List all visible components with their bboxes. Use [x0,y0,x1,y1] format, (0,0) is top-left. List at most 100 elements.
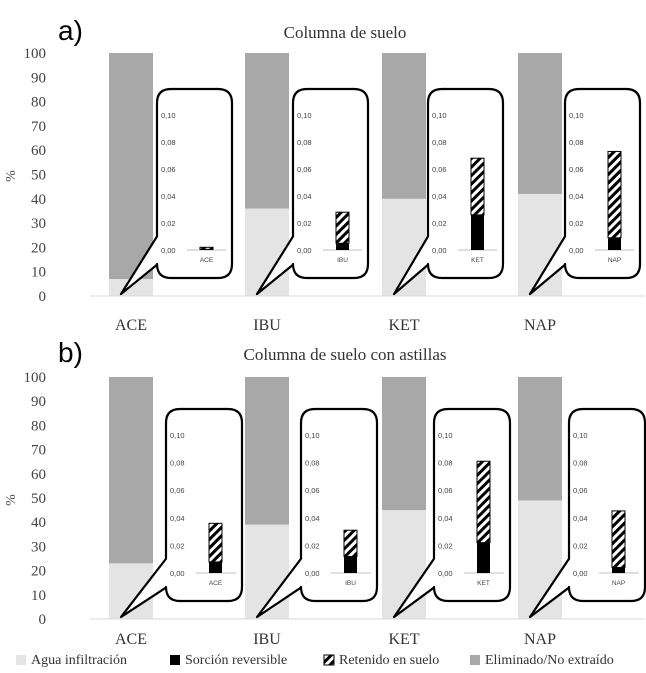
x-tick-label: ACE [115,631,147,648]
legend-swatch [323,654,335,666]
inset-ibu: 0,00 0,02 0,04 0,06 0,08 0,10 IBU [255,407,379,619]
inset-y-tick-label: 0,10 [573,431,588,440]
inset-y-tick-label: 0,10 [170,431,185,440]
inset-y-tick-label: 0,10 [569,111,584,120]
x-tick-label: ACE [115,317,147,334]
inset-y-tick-label: 0,02 [569,219,584,228]
legend-swatch [16,655,26,665]
y-tick-label: 100 [24,46,47,62]
inset-y-tick-label: 0,08 [569,138,584,147]
chart-panel-a: a) Columna de suelo% 0 10 20 30 40 50 60 70 80 90 10… [4,15,645,334]
y-tick-label: 10 [31,588,46,604]
inset-y-tick-label: 0,10 [297,111,312,120]
inset-bar-retenido [335,211,350,244]
inset-category-label: ACE [200,257,214,264]
inset-y-tick-label: 0,10 [161,111,176,120]
inset-bar-sorcion [612,567,625,573]
inset-category-label: NAP [612,580,625,587]
inset-y-tick-label: 0,04 [305,514,320,523]
legend-label: Eliminado/No extraído [485,653,614,668]
inset-y-tick-label: 0,08 [170,459,185,468]
inset-y-tick-label: 0,00 [305,569,320,578]
inset-category-label: IBU [337,257,348,264]
bar-eliminado-nap [518,377,562,501]
legend-swatch [470,655,480,665]
inset-y-tick-label: 0,10 [305,431,320,440]
legend-label: Sorción reversible [185,653,287,668]
inset-y-tick-label: 0,04 [432,192,447,201]
inset-y-tick-label: 0,10 [438,431,453,440]
inset-bar-sorcion [344,556,357,573]
inset-bar-sorcion [209,561,222,573]
y-tick-label: 20 [31,564,46,580]
x-tick-label: NAP [524,317,556,334]
inset-y-tick-label: 0,02 [161,219,176,228]
inset-bar-sorcion [608,237,621,250]
y-tick-label: 80 [31,418,46,434]
y-tick-label: 50 [31,168,46,184]
inset-y-tick-label: 0,02 [297,219,312,228]
y-tick-label: 80 [31,95,46,111]
bar-eliminado-nap [518,53,562,194]
chart-panel-b: b) Columna de suelo con astillas% 0 10 20 30 4… [4,337,646,648]
y-tick-label: 90 [31,394,46,410]
y-tick-label: 60 [31,143,46,159]
legend: Agua infiltración Sorción reversible Reten… [16,653,614,668]
inset-bar-sorcion [471,214,484,250]
x-tick-label: IBU [253,317,281,334]
inset-y-tick-label: 0,00 [438,569,453,578]
x-tick-label: NAP [524,631,556,648]
inset-y-tick-label: 0,06 [161,165,176,174]
bar-eliminado-ibu [245,53,289,209]
inset-y-tick-label: 0,08 [438,459,453,468]
bar-eliminado-ibu [245,377,289,525]
y-tick-label: 20 [31,240,46,256]
chart-title: Columna de suelo [284,23,407,42]
bar-eliminado-ket [382,53,426,199]
inset-y-tick-label: 0,04 [170,514,185,523]
bar-agua-ace [109,278,153,296]
inset-y-tick-label: 0,04 [573,514,588,523]
legend-swatch [170,655,180,665]
inset-bar-retenido [199,246,214,250]
x-tick-label: KET [388,631,419,648]
inset-y-tick-label: 0,06 [297,165,312,174]
inset-y-tick-label: 0,08 [161,138,176,147]
inset-y-tick-label: 0,04 [161,192,176,201]
inset-y-tick-label: 0,02 [305,541,320,550]
inset-callout [119,87,234,296]
y-tick-label: 40 [31,515,46,531]
inset-ace: 0,00 0,02 0,04 0,06 0,08 0,10 ACE [119,87,234,296]
inset-y-tick-label: 0,08 [573,459,588,468]
inset-y-tick-label: 0,00 [170,569,185,578]
y-tick-label: 0 [39,289,47,305]
inset-y-tick-label: 0,04 [569,192,584,201]
y-tick-label: 40 [31,192,46,208]
legend-item: Agua infiltración [16,653,127,668]
inset-y-tick-label: 0,08 [432,138,447,147]
legend-label: Retenido en suelo [339,653,439,668]
inset-y-tick-label: 0,00 [432,246,447,255]
inset-ket: 0,00 0,02 0,04 0,06 0,08 0,10 KET [392,407,512,619]
inset-y-tick-label: 0,00 [161,246,176,255]
inset-bar-sorcion [336,243,349,250]
inset-y-tick-label: 0,00 [573,569,588,578]
inset-y-tick-label: 0,08 [297,138,312,147]
x-tick-label: IBU [253,631,281,648]
chart-title: Columna de suelo con astillas [243,345,446,364]
y-tick-label: 0 [39,612,47,628]
bar-eliminado-ket [382,377,426,511]
inset-bar-retenido [208,522,223,563]
y-tick-label: 70 [31,119,46,135]
y-tick-label: 60 [31,467,46,483]
inset-y-tick-label: 0,00 [569,246,584,255]
inset-y-tick-label: 0,10 [432,111,447,120]
y-axis-label: % [4,494,19,506]
y-tick-label: 50 [31,491,46,507]
y-tick-label: 30 [31,539,46,555]
legend-item: Eliminado/No extraído [470,653,614,668]
inset-y-tick-label: 0,06 [569,165,584,174]
inset-y-tick-label: 0,06 [432,165,447,174]
bar-eliminado-ace [109,377,153,564]
